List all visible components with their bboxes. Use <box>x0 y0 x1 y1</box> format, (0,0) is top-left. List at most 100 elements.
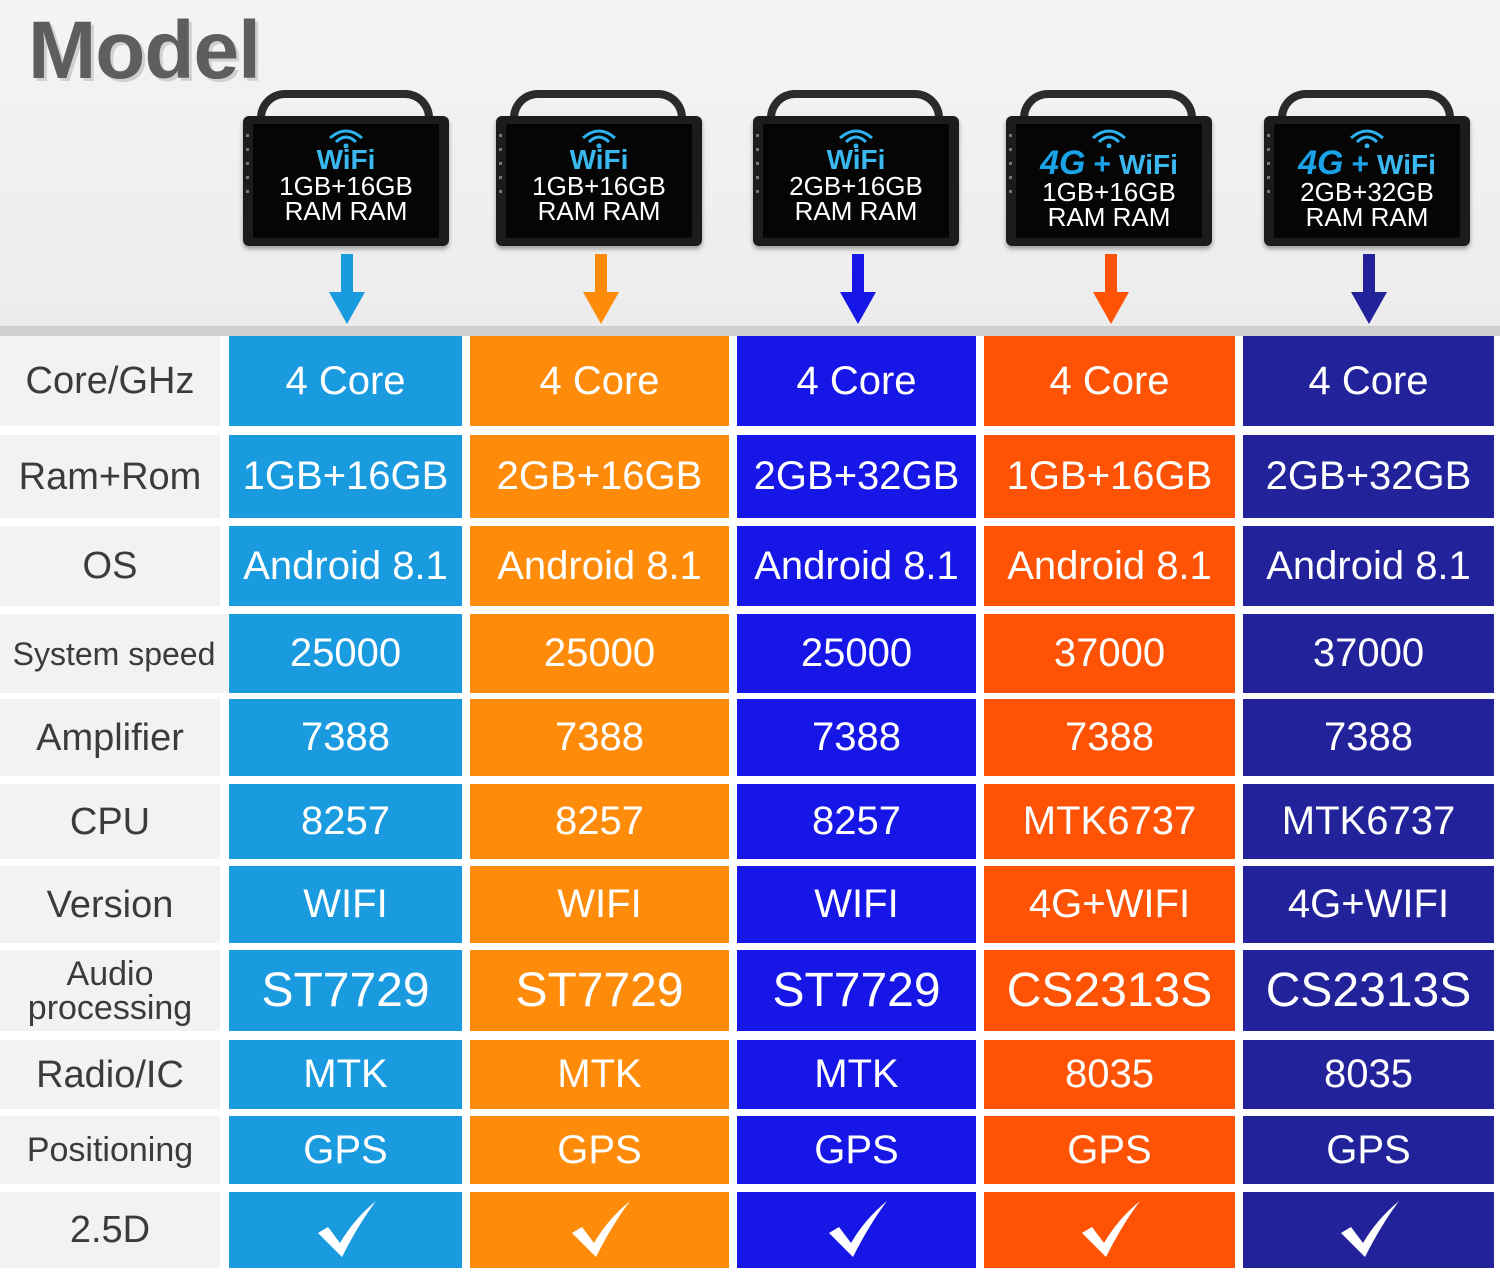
spec-cell: 4 Core <box>984 336 1235 426</box>
spec-cell: 8035 <box>984 1040 1235 1109</box>
device-spec-bottom: RAM RAM <box>1305 202 1429 232</box>
spec-cell: GPS <box>470 1116 729 1184</box>
spec-row: Amplifier 7388 7388 7388 7388 7388 <box>0 699 1500 776</box>
spec-value: WIFI <box>814 882 899 926</box>
wifi-icon <box>329 129 363 148</box>
badge-wifi: WiFi <box>569 144 629 175</box>
check-icon <box>828 1201 887 1257</box>
spec-cell: ST7729 <box>229 950 462 1031</box>
device-buttons <box>756 134 759 194</box>
spec-cell: 2GB+32GB <box>737 435 976 518</box>
spec-cell: 4 Core <box>229 336 462 426</box>
spec-value: 8257 <box>301 799 390 843</box>
spec-value: 7388 <box>812 715 901 759</box>
spec-value: GPS <box>1067 1127 1152 1172</box>
spec-value: 4G+WIFI <box>1028 882 1191 926</box>
spec-cell: 8257 <box>470 784 729 859</box>
spec-cell: WIFI <box>229 866 462 943</box>
spec-cell: 37000 <box>1243 614 1494 693</box>
device-badge: WiFi <box>253 146 439 174</box>
spec-cell: GPS <box>737 1116 976 1184</box>
spec-value: 4 Core <box>1308 358 1429 403</box>
spec-cell: MTK6737 <box>984 784 1235 859</box>
spec-cell: CS2313S <box>984 950 1235 1031</box>
check-icon <box>1340 1201 1399 1257</box>
page-title: Model <box>28 5 261 96</box>
spec-cell: 4 Core <box>1243 336 1494 426</box>
spec-value: 4 Core <box>1049 358 1170 403</box>
spec-value: 2GB+32GB <box>1265 454 1472 498</box>
row-label: Positioning <box>0 1116 220 1184</box>
row-label: 2.5D <box>0 1192 220 1268</box>
spec-row: OS Android 8.1 Android 8.1 Android 8.1 Andro… <box>0 526 1500 606</box>
device-spec-top: 2GB+32GB <box>1300 177 1434 207</box>
device-screen: 4G + WiFi 1GB+16GB RAM RAM <box>1016 124 1202 238</box>
wifi-icon <box>1092 129 1126 148</box>
spec-row: Audio processing ST7729 ST7729 ST7729 CS2313… <box>0 950 1500 1031</box>
spec-cell: 2GB+16GB <box>470 435 729 518</box>
spec-cell-check <box>229 1192 462 1268</box>
row-label: Audio processing <box>0 950 220 1031</box>
spec-cell: 7388 <box>737 699 976 776</box>
spec-cell: ST7729 <box>737 950 976 1031</box>
spec-value: 2GB+16GB <box>496 454 703 498</box>
device-screen: WiFi 1GB+16GB RAM RAM <box>506 124 692 238</box>
spec-cell: 4G+WIFI <box>1243 866 1494 943</box>
device-buttons <box>499 134 502 194</box>
spec-value: Android 8.1 <box>243 543 448 588</box>
spec-cell: GPS <box>1243 1116 1494 1184</box>
spec-value: 1GB+16GB <box>242 454 449 498</box>
check-icon <box>1081 1201 1140 1257</box>
row-label: Core/GHz <box>0 336 220 426</box>
down-arrow-icon <box>1093 254 1129 324</box>
spec-row: Radio/IC MTK MTK MTK 8035 8035 <box>0 1040 1500 1109</box>
spec-value: 4 Core <box>285 358 406 403</box>
down-arrow-icon <box>840 254 876 324</box>
wifi-icon <box>839 129 873 148</box>
device-screen: WiFi 2GB+16GB RAM RAM <box>763 124 949 238</box>
device-body: 4G + WiFi 2GB+32GB RAM RAM <box>1264 116 1470 246</box>
device-image: WiFi 1GB+16GB RAM RAM <box>243 90 449 246</box>
device-image: 4G + WiFi 1GB+16GB RAM RAM <box>1006 90 1212 246</box>
device-screen: WiFi 1GB+16GB RAM RAM <box>253 124 439 238</box>
spec-value: Android 8.1 <box>1266 543 1471 588</box>
row-label: Ram+Rom <box>0 435 220 518</box>
spec-value: MTK6737 <box>1281 799 1456 843</box>
badge-wifi: WiFi <box>826 144 886 175</box>
spec-cell: 7388 <box>229 699 462 776</box>
spec-cell: 4G+WIFI <box>984 866 1235 943</box>
device-spec-bottom: RAM RAM <box>1047 202 1171 232</box>
spec-value: MTK <box>814 1052 899 1096</box>
device-spec-top: 1GB+16GB <box>279 171 413 201</box>
spec-cell: 25000 <box>737 614 976 693</box>
spec-value: 4 Core <box>539 358 660 403</box>
spec-cell: WIFI <box>470 866 729 943</box>
spec-value: CS2313S <box>1006 964 1213 1017</box>
device-spec-bottom: RAM RAM <box>537 196 661 226</box>
spec-cell: 7388 <box>984 699 1235 776</box>
spec-cell-check <box>737 1192 976 1268</box>
row-label: Radio/IC <box>0 1040 220 1109</box>
spec-value: 2GB+32GB <box>753 454 960 498</box>
spec-cell: Android 8.1 <box>229 526 462 606</box>
badge-plus: + <box>1093 148 1112 181</box>
spec-cell: Android 8.1 <box>1243 526 1494 606</box>
spec-cell: 8257 <box>229 784 462 859</box>
spec-value: Android 8.1 <box>497 543 702 588</box>
spec-value: GPS <box>557 1127 642 1172</box>
badge-wifi: WiFi <box>1377 149 1436 180</box>
spec-value: 7388 <box>555 715 644 759</box>
badge-wifi: WiFi <box>1119 149 1178 180</box>
spec-value: 8257 <box>555 799 644 843</box>
device-image: WiFi 1GB+16GB RAM RAM <box>496 90 702 246</box>
spec-cell: MTK <box>470 1040 729 1109</box>
badge-4g: 4G <box>1040 144 1086 182</box>
spec-value: ST7729 <box>772 964 941 1017</box>
device-spec-top: 1GB+16GB <box>532 171 666 201</box>
spec-value: MTK <box>303 1052 388 1096</box>
badge-4g: 4G <box>1298 144 1344 182</box>
device-spec-bottom: RAM RAM <box>284 196 408 226</box>
spec-value: 25000 <box>543 631 656 675</box>
header: Model WiFi 1GB+16GB RAM RAM WiFi 1GB+16GB RAM… <box>0 0 1500 328</box>
device-spec-top: 2GB+16GB <box>789 171 923 201</box>
